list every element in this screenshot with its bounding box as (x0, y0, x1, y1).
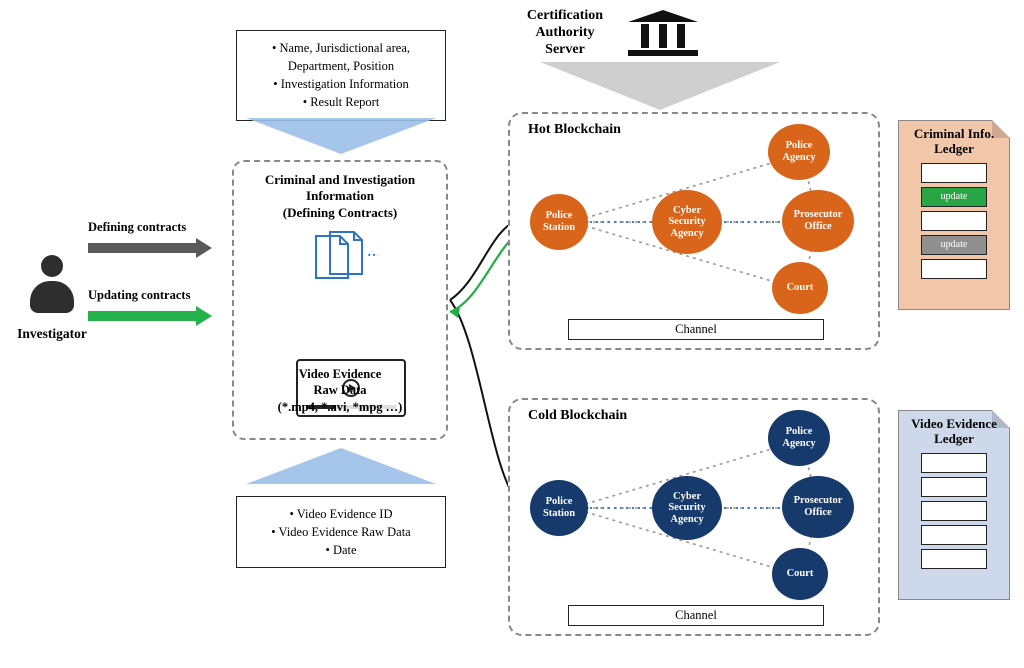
ledger-criminal-title2: Ledger (899, 142, 1009, 157)
ledger-block (921, 211, 987, 231)
hot-blockchain: Hot Blockchain Police Station Cyber Secu… (508, 112, 880, 350)
ledger-video-stack (921, 453, 987, 569)
cold-node-police-agency: Police Agency (768, 410, 830, 466)
cold-node-cyber: Cyber Security Agency (652, 476, 722, 540)
hot-channel: Channel (568, 319, 824, 340)
ledger-block: update (921, 235, 987, 255)
ledger-video: Video Evidence Ledger (898, 410, 1010, 600)
ledger-block: update (921, 187, 987, 207)
ledger-criminal: Criminal Info. Ledger updateupdate (898, 120, 1010, 310)
ledger-block (921, 501, 987, 521)
ledger-video-title2: Ledger (899, 432, 1009, 447)
ledger-block (921, 453, 987, 473)
cold-blockchain: Cold Blockchain Police Station Cyber Sec… (508, 398, 880, 636)
ledger-criminal-stack: update update (921, 163, 987, 279)
ledger-block (921, 525, 987, 545)
hot-node-police-agency: Police Agency (768, 124, 830, 180)
ledger-block (921, 163, 987, 183)
hot-node-cyber: Cyber Security Agency (652, 190, 722, 254)
cold-node-police-station: Police Station (530, 480, 588, 536)
hot-node-court: Court (772, 262, 828, 314)
hot-node-police-station: Police Station (530, 194, 588, 250)
cold-node-prosecutor: Prosecutor Office (782, 476, 854, 538)
cold-channel: Channel (568, 605, 824, 626)
ledger-block (921, 477, 987, 497)
ledger-block (921, 259, 987, 279)
hot-node-prosecutor: Prosecutor Office (782, 190, 854, 252)
ledger-block (921, 549, 987, 569)
cold-node-court: Court (772, 548, 828, 600)
